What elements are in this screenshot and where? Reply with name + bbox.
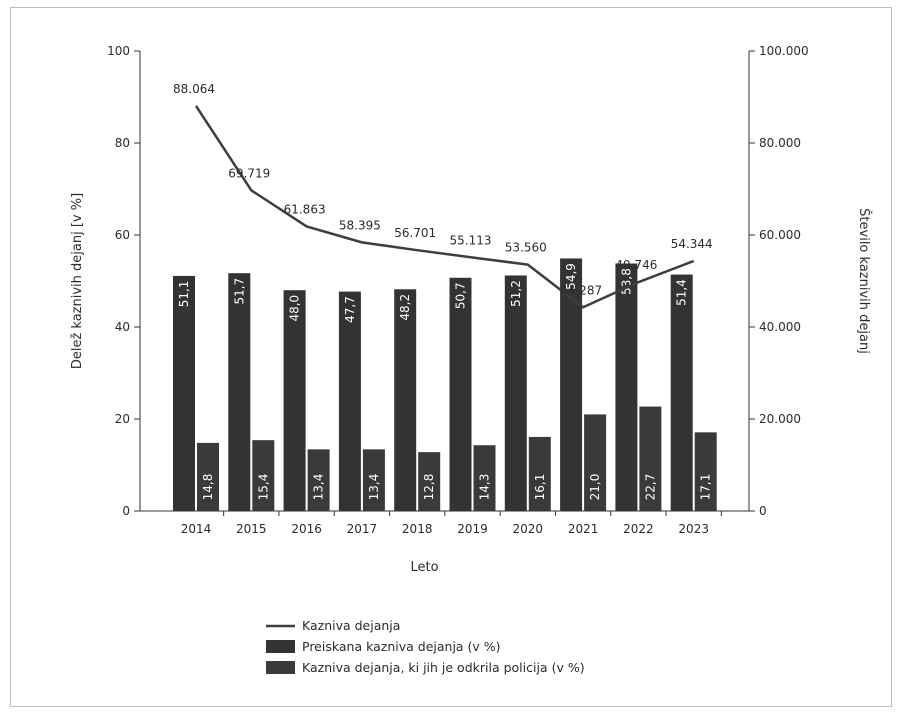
- line-point-label: 55.113: [450, 233, 492, 247]
- bar-preiskana-label: 51,4: [675, 279, 689, 306]
- line-point-label: 69.719: [228, 166, 270, 180]
- line-point-label: 88.064: [173, 82, 215, 96]
- y-axis-title-right: Število kaznivih dejanj: [856, 208, 872, 354]
- line-point-label: 61.863: [284, 202, 326, 216]
- bar-preiskana: [394, 289, 417, 511]
- bar-odkrila: [362, 449, 385, 511]
- combo-chart: 51,1 14,8 51,7 15,4 48,0 13,4 47,7 13,4 48,2 12,8…: [70, 44, 872, 675]
- right-tick-label: 60.000: [759, 228, 801, 242]
- bar-preiskana: [449, 277, 472, 511]
- bar-preiskana-label: 51,2: [509, 280, 523, 307]
- bar-odkrila-label: 22,7: [643, 474, 657, 501]
- bar-odkrila-label: 14,8: [201, 474, 215, 501]
- line-point-label: 56.701: [394, 226, 436, 240]
- right-tick-label: 0: [759, 504, 767, 518]
- bar-odkrila-label: 15,4: [256, 474, 270, 501]
- legend-bar-swatch: [266, 661, 295, 674]
- x-axis-title: Leto: [410, 560, 438, 575]
- legend-bar-swatch: [266, 640, 295, 653]
- legend-label: Kazniva dejanja, ki jih je odkrila polic…: [302, 660, 585, 675]
- bar-preiskana: [283, 290, 306, 511]
- x-tick-label: 2021: [568, 522, 599, 536]
- right-tick-label: 40.000: [759, 320, 801, 334]
- bar-odkrila-label: 21,0: [588, 474, 602, 501]
- left-tick-label: 20: [115, 412, 130, 426]
- x-tick-label: 2016: [291, 522, 322, 536]
- bar-odkrila: [694, 432, 717, 511]
- bar-preiskana: [615, 263, 638, 511]
- bar-odkrila-label: 17,1: [699, 474, 713, 501]
- bar-preiskana: [173, 275, 195, 511]
- x-tick-label: 2023: [678, 522, 709, 536]
- x-tick-label: 2017: [347, 522, 378, 536]
- bar-odkrila: [197, 442, 219, 511]
- bar-odkrila: [584, 414, 607, 511]
- chart-frame: 51,1 14,8 51,7 15,4 48,0 13,4 47,7 13,4 48,2 12,8…: [10, 7, 892, 707]
- line-point-label: 54.344: [671, 237, 713, 251]
- line-point-label: 58.395: [339, 218, 381, 232]
- bar-preiskana-label: 47,7: [343, 296, 357, 323]
- line-point-label: 49.746: [615, 258, 657, 272]
- bar-preiskana: [560, 258, 583, 511]
- left-tick-label: 40: [115, 320, 130, 334]
- right-tick-label: 100.000: [759, 44, 809, 58]
- x-tick-label: 2015: [236, 522, 267, 536]
- bar-odkrila-label: 13,4: [367, 474, 381, 501]
- bar-odkrila-label: 16,1: [533, 474, 547, 501]
- bar-odkrila: [252, 440, 275, 511]
- bar-preiskana: [670, 274, 693, 511]
- right-tick-label: 80.000: [759, 136, 801, 150]
- line-point-label: 53.560: [505, 241, 547, 255]
- bar-odkrila-label: 14,3: [478, 474, 492, 501]
- bar-preiskana: [228, 273, 251, 511]
- y-axis-title-left: Delež kaznivih dejanj [v %]: [70, 193, 85, 369]
- line-kazniva-dejanja: [194, 105, 695, 309]
- left-tick-label: 0: [122, 504, 130, 518]
- bar-preiskana-label: 48,2: [398, 294, 412, 321]
- bar-preiskana-label: 51,1: [177, 281, 191, 308]
- bar-odkrila: [528, 436, 551, 511]
- left-tick-label: 100: [107, 44, 130, 58]
- left-tick-label: 80: [115, 136, 130, 150]
- bar-odkrila: [473, 445, 496, 511]
- bar-preiskana-label: 48,0: [288, 295, 302, 322]
- bar-odkrila: [418, 452, 441, 511]
- x-tick-label: 2022: [623, 522, 654, 536]
- legend-label: Preiskana kazniva dejanja (v %): [302, 639, 501, 654]
- right-tick-label: 20.000: [759, 412, 801, 426]
- bar-preiskana-label: 50,7: [454, 282, 468, 309]
- bar-preiskana-label: 51,7: [232, 278, 246, 305]
- bar-preiskana: [504, 275, 527, 511]
- x-tick-label: 2020: [513, 522, 544, 536]
- x-tick-label: 2014: [181, 522, 212, 536]
- bar-odkrila: [639, 406, 662, 511]
- x-tick-label: 2019: [457, 522, 488, 536]
- line-point-label: 44.287: [560, 283, 602, 297]
- left-tick-label: 60: [115, 228, 130, 242]
- bar-odkrila-label: 12,8: [422, 474, 436, 501]
- bar-odkrila: [307, 449, 330, 511]
- bar-preiskana: [338, 291, 361, 511]
- bar-odkrila-label: 13,4: [312, 474, 326, 501]
- legend-label: Kazniva dejanja: [302, 618, 400, 633]
- x-tick-label: 2018: [402, 522, 433, 536]
- bar-preiskana-label: 54,9: [564, 263, 578, 290]
